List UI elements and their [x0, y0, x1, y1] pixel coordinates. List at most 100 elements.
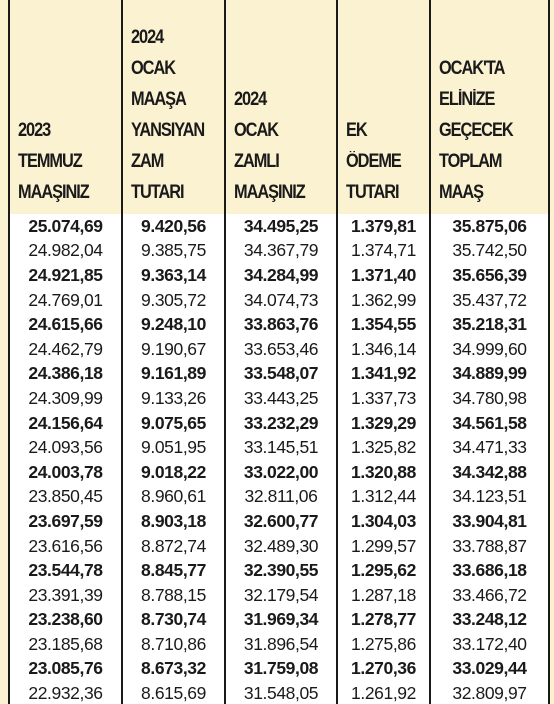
table-row: 24.462,79 9.190,67 33.653,46 1.346,14 34.999… [8, 336, 550, 362]
table-cell: 23.616,56 [8, 533, 123, 559]
table-cell: 9.305,72 [121, 287, 226, 313]
table-cell: 24.003,78 [8, 459, 123, 485]
header-line: 2024 [131, 27, 164, 48]
table-cell: 33.686,18 [429, 558, 550, 583]
table-row: 23.185,68 8.710,86 31.896,54 1.275,86 33.172… [8, 632, 550, 657]
table-cell: 9.018,22 [121, 459, 226, 485]
table-cell: 8.730,74 [121, 607, 226, 633]
table-cell: 1.304,03 [336, 509, 431, 534]
column-header: OCAK'TA ELİNİZE GEÇECEK TOPLAM MAAŞ [429, 0, 550, 214]
table-cell: 8.673,32 [121, 656, 226, 682]
table-cell: 23.185,68 [8, 632, 123, 657]
table-cell: 34.999,60 [429, 336, 550, 362]
header-line: TUTARI [346, 182, 400, 203]
table-cell: 32.600,77 [224, 509, 338, 534]
header-line: ÖDEME [346, 151, 402, 172]
table-cell: 1.278,77 [336, 607, 431, 633]
table-cell: 34.367,79 [224, 238, 338, 264]
table-cell: 34.123,51 [429, 484, 550, 510]
table-cell: 24.615,66 [8, 312, 123, 337]
table-cell: 8.710,86 [121, 632, 226, 657]
table-cell: 34.495,25 [224, 214, 338, 239]
table-cell: 24.462,79 [8, 336, 123, 362]
table-row: 24.386,18 9.161,89 33.548,07 1.341,92 34.889… [8, 361, 550, 387]
table-cell: 9.161,89 [121, 361, 226, 387]
header-line: OCAK [234, 120, 279, 141]
table-cell: 1.371,40 [336, 263, 431, 288]
table-cell: 33.466,72 [429, 582, 550, 608]
salary-table: 2023 TEMMUZ MAAŞINIZ 2024 OCAK MAAŞA YANSIYAN Z… [8, 0, 550, 704]
table-cell: 9.190,67 [121, 336, 226, 362]
table-cell: 34.561,58 [429, 410, 550, 436]
column-header: 2023 TEMMUZ MAAŞINIZ [8, 0, 123, 214]
table-cell: 33.029,44 [429, 656, 550, 682]
table-body: 25.074,69 9.420,56 34.495,25 1.379,81 35.875… [8, 214, 550, 704]
table-cell: 34.471,33 [429, 435, 550, 460]
column-header: 2024 OCAK ZAMLI MAAŞINIZ [224, 0, 338, 214]
table-cell: 1.341,92 [336, 361, 431, 387]
header-line: OCAK'TA [439, 58, 505, 79]
table-cell: 31.759,08 [224, 656, 338, 682]
header-line: GEÇECEK [439, 120, 514, 141]
table-cell: 25.074,69 [8, 214, 123, 239]
table-cell: 9.420,56 [121, 214, 226, 239]
table-cell: 33.653,46 [224, 336, 338, 362]
header-line: TUTARI [131, 182, 185, 203]
header-line: TEMMUZ [18, 151, 83, 172]
table-cell: 33.145,51 [224, 435, 338, 460]
table-cell: 33.904,81 [429, 509, 550, 534]
table-cell: 35.437,72 [429, 287, 550, 313]
table-cell: 9.248,10 [121, 312, 226, 337]
table-row: 23.085,76 8.673,32 31.759,08 1.270,36 33.029… [8, 656, 550, 682]
table-row: 22.932,36 8.615,69 31.548,05 1.261,92 32.809… [8, 681, 550, 704]
table-row: 24.003,78 9.018,22 33.022,00 1.320,88 34.342… [8, 459, 550, 485]
table-cell: 24.093,56 [8, 435, 123, 460]
table-row: 24.769,01 9.305,72 34.074,73 1.362,99 35.437… [8, 287, 550, 313]
table-cell: 34.780,98 [429, 386, 550, 411]
table-cell: 1.379,81 [336, 214, 431, 239]
table-cell: 22.932,36 [8, 681, 123, 704]
header-line: MAAŞA [131, 89, 187, 110]
table-cell: 8.615,69 [121, 681, 226, 704]
header-line: 2023 [18, 120, 51, 141]
table-cell: 9.075,65 [121, 410, 226, 436]
table-row: 24.615,66 9.248,10 33.863,76 1.354,55 35.218… [8, 312, 550, 337]
table-cell: 34.284,99 [224, 263, 338, 288]
table-cell: 1.295,62 [336, 558, 431, 583]
header-line: MAAŞ [439, 182, 484, 203]
table-cell: 34.889,99 [429, 361, 550, 387]
header-line: OCAK [131, 58, 176, 79]
table-cell: 23.697,59 [8, 509, 123, 534]
table-cell: 8.903,18 [121, 509, 226, 534]
table-cell: 24.309,99 [8, 386, 123, 411]
table-cell: 9.385,75 [121, 238, 226, 264]
table-cell: 1.287,18 [336, 582, 431, 608]
header-line: ZAM [131, 151, 164, 172]
table-row: 23.544,78 8.845,77 32.390,55 1.295,62 33.686… [8, 558, 550, 583]
table-cell: 8.872,74 [121, 533, 226, 559]
table-cell: 35.218,31 [429, 312, 550, 337]
table-row: 23.391,39 8.788,15 32.179,54 1.287,18 33.466… [8, 582, 550, 608]
table-cell: 1.275,86 [336, 632, 431, 657]
header-line: ZAMLI [234, 151, 280, 172]
table-row: 24.156,64 9.075,65 33.232,29 1.329,29 34.561… [8, 410, 550, 436]
table-cell: 24.386,18 [8, 361, 123, 387]
table-cell: 32.811,06 [224, 484, 338, 510]
header-line: EK [346, 120, 368, 141]
table-cell: 1.337,73 [336, 386, 431, 411]
table-cell: 32.489,30 [224, 533, 338, 559]
table-cell: 23.085,76 [8, 656, 123, 682]
table-row: 24.309,99 9.133,26 33.443,25 1.337,73 34.780… [8, 386, 550, 411]
table-cell: 8.788,15 [121, 582, 226, 608]
table-row: 24.982,04 9.385,75 34.367,79 1.374,71 35.742… [8, 238, 550, 264]
table-cell: 9.051,95 [121, 435, 226, 460]
table-cell: 35.742,50 [429, 238, 550, 264]
table-cell: 24.982,04 [8, 238, 123, 264]
table-row: 24.093,56 9.051,95 33.145,51 1.325,82 34.471… [8, 435, 550, 460]
table-row: 23.238,60 8.730,74 31.969,34 1.278,77 33.248… [8, 607, 550, 633]
table-row: 24.921,85 9.363,14 34.284,99 1.371,40 35.656… [8, 263, 550, 288]
table-cell: 33.022,00 [224, 459, 338, 485]
table-cell: 33.788,87 [429, 533, 550, 559]
table-cell: 24.921,85 [8, 263, 123, 288]
